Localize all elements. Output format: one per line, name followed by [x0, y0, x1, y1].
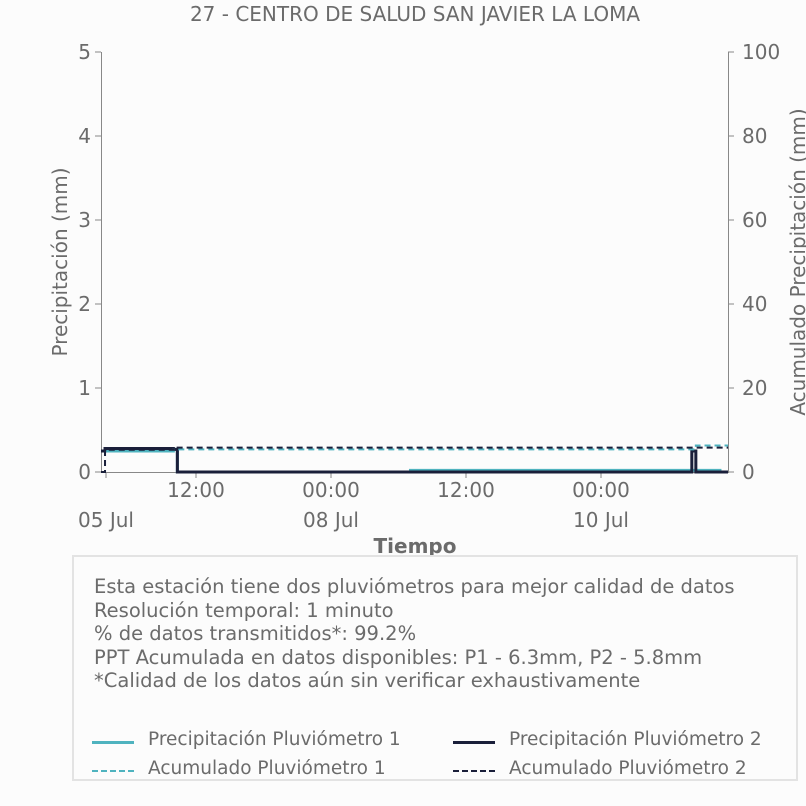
legend-swatch-p1	[92, 741, 134, 744]
info-line: Esta estación tiene dos pluviómetros par…	[94, 575, 735, 598]
x-tick-label: 12:00	[437, 478, 495, 502]
x-tick-label: 00:00	[572, 478, 630, 502]
y2-tick-label: 100	[742, 40, 780, 64]
y-tick-label: 0	[78, 460, 91, 484]
legend-swatch-acc2	[453, 770, 495, 772]
x-date-label: 08 Jul	[303, 508, 359, 532]
legend-label-p2: Precipitación Pluviómetro 2	[509, 729, 762, 750]
series-line-4	[101, 446, 728, 473]
legend-label-acc2: Acumulado Pluviómetro 2	[509, 758, 747, 779]
y-axis-ticks: 0 1 2 3 4 5	[78, 40, 101, 484]
y2-axis-label: Acumulado Precipitación (mm)	[786, 108, 806, 415]
y2-tick-label: 20	[742, 376, 767, 400]
y2-tick-label: 0	[742, 460, 755, 484]
legend-swatch-acc1	[92, 770, 134, 772]
y2-tick-label: 40	[742, 292, 767, 316]
x-tick-label: 00:00	[302, 478, 360, 502]
y-tick-label: 2	[78, 292, 91, 316]
info-legend-box: Esta estación tiene dos pluviómetros par…	[72, 555, 798, 781]
x-date-label: 05 Jul	[78, 508, 134, 532]
y-tick-label: 3	[78, 208, 91, 232]
legend-label-acc1: Acumulado Pluviómetro 1	[148, 758, 386, 779]
y-tick-label: 1	[78, 376, 91, 400]
series-line-3	[101, 444, 728, 473]
x-tick-label: 12:00	[167, 478, 225, 502]
plot-area	[101, 444, 728, 474]
y-tick-label: 5	[78, 40, 91, 64]
series-line-1	[101, 447, 728, 474]
series-line-2	[101, 446, 728, 474]
info-line: *Calidad de los datos aún sin verificar …	[94, 669, 641, 692]
chart-title: 27 - CENTRO DE SALUD SAN JAVIER LA LOMA	[190, 2, 640, 26]
station-info: Esta estación tiene dos pluviómetros par…	[94, 575, 735, 693]
y2-tick-label: 80	[742, 124, 767, 148]
info-line: PPT Acumulada en datos disponibles: P1 -…	[94, 645, 703, 669]
x-axis-label: Tiempo	[374, 534, 457, 558]
y-axis-label: Precipitación (mm)	[48, 167, 72, 356]
x-axis-ticks: 05 Jul 12:00 00:00 08 Jul 12:00 00:00 10 Jul	[78, 472, 630, 532]
y-tick-label: 4	[78, 124, 91, 148]
legend-label-p1: Precipitación Pluviómetro 1	[148, 729, 401, 750]
y2-axis-ticks: 0 20 40 60 80 100	[728, 40, 780, 484]
legend-swatch-p2	[453, 741, 495, 744]
x-date-label: 10 Jul	[573, 508, 629, 532]
y2-tick-label: 60	[742, 208, 767, 232]
info-line: % de datos transmitidos*: 99.2%	[94, 622, 417, 645]
info-line: Resolución temporal: 1 minuto	[94, 598, 394, 622]
